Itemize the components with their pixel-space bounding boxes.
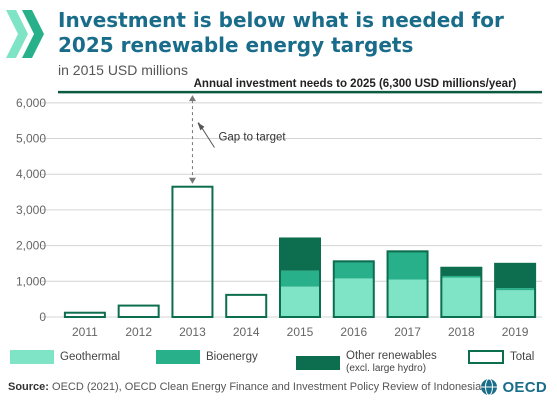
x-tick-label: 2016: [340, 325, 367, 339]
x-tick-label: 2019: [502, 325, 529, 339]
source-text: OECD (2021), OECD Clean Energy Finance a…: [52, 381, 482, 393]
x-tick-label: 2013: [179, 325, 206, 339]
chart-subtitle: in 2015 USD millions: [58, 62, 188, 78]
bar-total: [63, 311, 106, 318]
bar-segment-geothermal: [333, 278, 374, 317]
bar-total: [279, 237, 321, 319]
x-tick-label: 2014: [233, 325, 260, 339]
bar-segment-bioenergy: [387, 252, 428, 280]
legend-label-other-line-2: (excl. large hydro): [346, 363, 427, 374]
legend: Geothermal Bioenergy Other renewables (e…: [0, 350, 557, 375]
bar-segment-bioenergy: [333, 262, 374, 279]
bar-segment-bioenergy: [441, 275, 482, 278]
bar-segment-bioenergy: [495, 288, 536, 291]
chevron-logo-icon: [6, 10, 44, 58]
globe-icon: [481, 378, 498, 396]
legend-label-bioenergy: Bioenergy: [206, 351, 258, 363]
legend-label-other-renewables: Other renewables (excl. large hydro): [346, 350, 437, 375]
source-note: Source: OECD (2021), OECD Clean Energy F…: [8, 381, 481, 393]
bar-total: [171, 185, 214, 318]
y-tick-label: 1,000: [16, 274, 46, 288]
gap-arrow-head-down: [188, 177, 196, 184]
bar-segment-other-renewables: [280, 238, 320, 271]
bar-segment-geothermal: [495, 290, 536, 317]
bar-segment-other-renewables: [495, 263, 536, 289]
gap-callout-arrowhead: [197, 122, 205, 131]
gap-label: Gap to target: [218, 131, 286, 143]
legend-swatch-other-renewables: [296, 355, 340, 370]
legend-label-total: Total: [510, 351, 535, 363]
x-tick-label: 2018: [448, 325, 475, 339]
legend-item-geothermal: Geothermal: [10, 350, 120, 364]
legend-swatch-total: [468, 350, 504, 364]
bar-segment-geothermal: [441, 277, 482, 317]
legend-item-other-renewables: Other renewables (excl. large hydro): [296, 350, 437, 375]
legend-item-bioenergy: Bioenergy: [156, 350, 258, 364]
y-tick-label: 4,000: [16, 167, 46, 181]
gap-arrow-head-up: [188, 95, 196, 102]
source-label: Source:: [8, 381, 49, 393]
legend-label-other-line-1: Other renewables: [346, 350, 437, 362]
bar-segment-geothermal: [280, 286, 320, 317]
legend-swatch-geothermal: [10, 350, 54, 364]
bar-segment-other-renewables: [441, 267, 482, 276]
bar-total: [225, 293, 268, 318]
x-tick-label: 2012: [125, 325, 152, 339]
bar-total: [440, 266, 483, 319]
chart-title: Investment is below what is needed for 2…: [58, 8, 538, 58]
bar-segment-bioenergy: [280, 270, 320, 287]
logo-text: OECD: [502, 378, 547, 396]
target-label: Annual investment needs to 2025 (6,300 U…: [194, 78, 517, 90]
bar-total: [386, 250, 429, 318]
bar-total: [117, 304, 160, 318]
title-line-1: Investment is below what is needed for: [58, 8, 504, 32]
y-tick-label: 2,000: [16, 239, 46, 253]
legend-swatch-bioenergy: [156, 350, 200, 364]
bar-total: [332, 260, 375, 319]
x-tick-label: 2017: [394, 325, 421, 339]
x-tick-label: 2011: [72, 325, 98, 339]
oecd-logo: OECD: [480, 378, 547, 396]
y-tick-label: 0: [39, 310, 46, 324]
bar-chart: 0 1,000 2,000 3,000 4,000 5,000 6,000 2011 2012 2…: [16, 78, 542, 339]
bar-segment-geothermal: [387, 279, 428, 317]
y-tick-label: 3,000: [16, 203, 46, 217]
legend-item-total: Total: [468, 350, 534, 364]
y-tick-label: 5,000: [16, 132, 46, 146]
y-tick-label: 6,000: [16, 96, 46, 110]
x-tick-label: 2015: [287, 325, 314, 339]
legend-label-geothermal: Geothermal: [60, 351, 121, 363]
title-line-2: 2025 renewable energy targets: [58, 33, 414, 57]
bar-total: [494, 262, 537, 318]
